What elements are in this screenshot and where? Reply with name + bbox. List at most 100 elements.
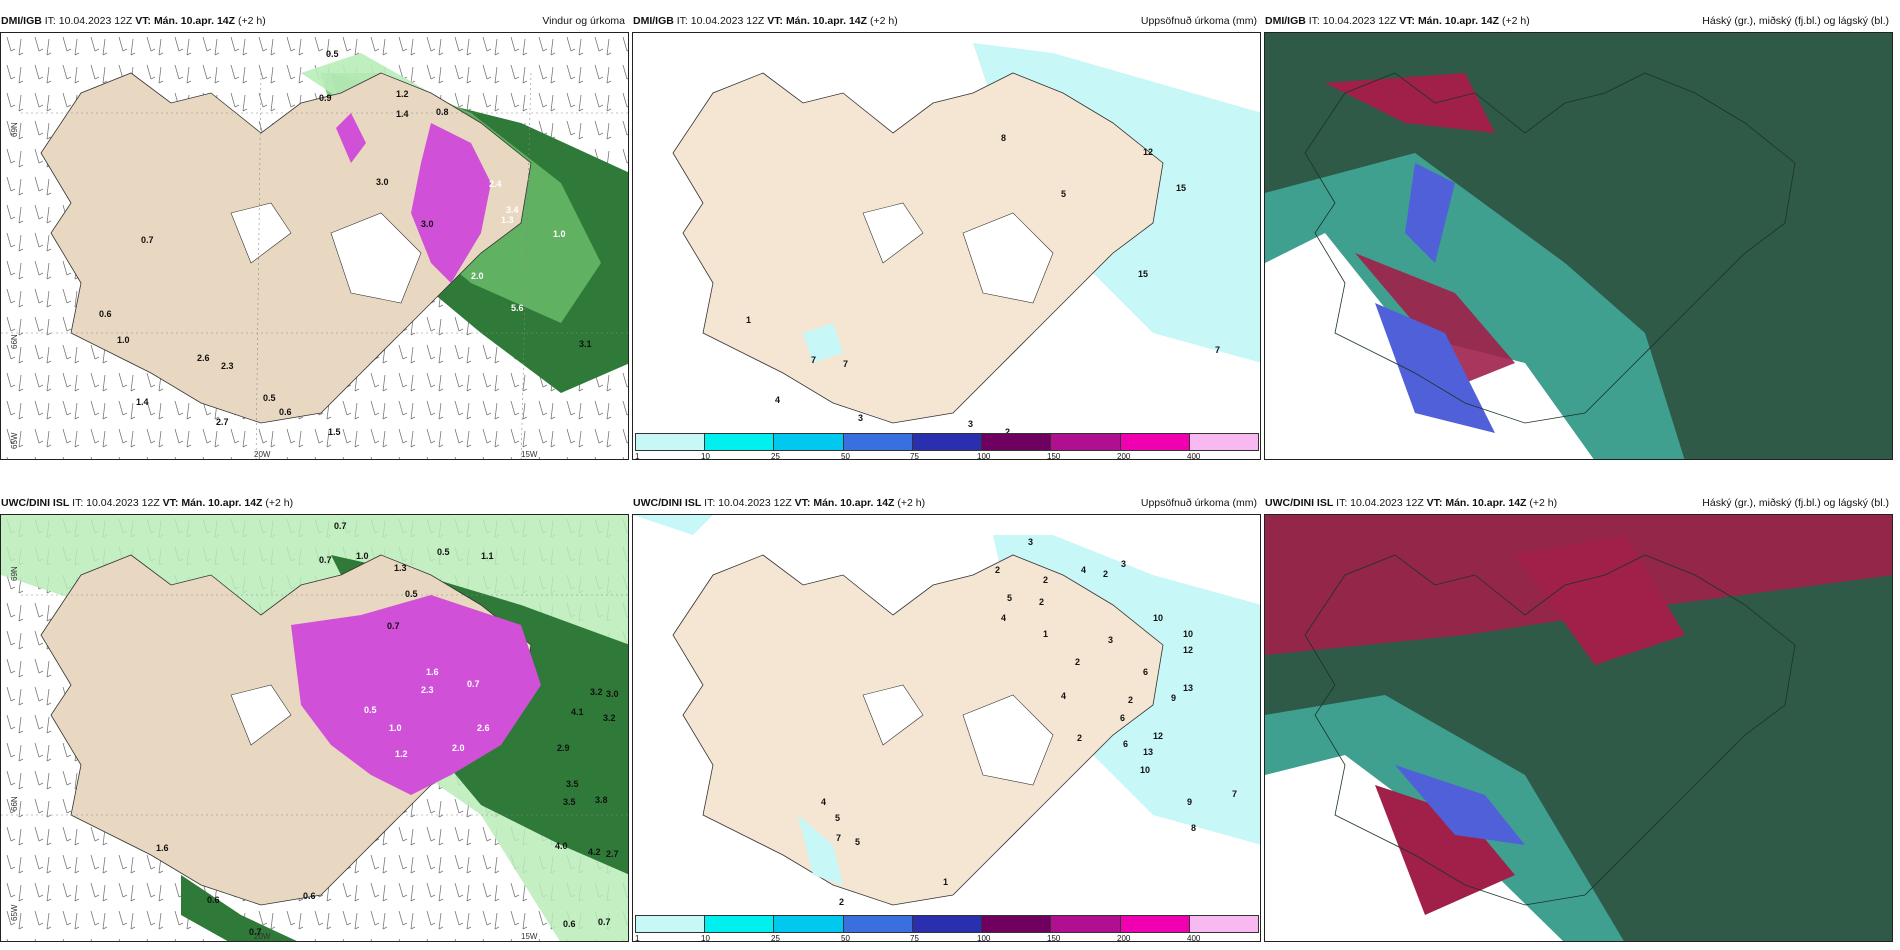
legend-tick: 1 bbox=[635, 452, 640, 460]
iceland-land bbox=[672, 554, 1164, 906]
valid-label: VT: bbox=[767, 15, 784, 27]
value-label: 2.7 bbox=[216, 417, 229, 427]
cloud-map bbox=[1264, 514, 1893, 942]
lat-label: 66N bbox=[10, 796, 19, 811]
value-label: 2 bbox=[1077, 733, 1082, 743]
lead-time: (+2 h) bbox=[237, 15, 266, 27]
value-label: 1.4 bbox=[136, 397, 149, 407]
legend-tick: 75 bbox=[910, 452, 919, 460]
init-time: IT: 10.04.2023 12Z bbox=[1308, 15, 1397, 27]
lead-time: (+2 h) bbox=[869, 15, 898, 27]
value-label: 15 bbox=[1138, 269, 1148, 279]
value-label: 3.8 bbox=[595, 795, 608, 805]
value-label: 0.7 bbox=[467, 679, 480, 689]
panel-clouds-uwc: UWC/DINI ISL IT: 10.04.2023 12Z VT: Mán.… bbox=[1264, 492, 1893, 942]
value-label: 10 bbox=[1153, 613, 1163, 623]
value-label: 1.6 bbox=[156, 843, 169, 853]
value-label: 0.7 bbox=[319, 555, 332, 565]
precip-shade-south bbox=[798, 815, 843, 885]
value-label: 3.5 bbox=[563, 797, 576, 807]
value-label: 0.9 bbox=[319, 93, 332, 103]
iceland-outline bbox=[1304, 72, 1796, 424]
value-label: 1.0 bbox=[389, 723, 402, 733]
model-name: UWC/DINI ISL bbox=[1265, 497, 1334, 509]
value-label: 0.5 bbox=[263, 393, 276, 403]
value-label: 1.0 bbox=[356, 551, 369, 561]
value-label: 0.5 bbox=[364, 705, 377, 715]
value-label: 2.6 bbox=[197, 353, 210, 363]
legend-swatch bbox=[1120, 434, 1190, 450]
lat-label: 66N bbox=[10, 334, 19, 349]
value-label: 6 bbox=[1143, 667, 1148, 677]
value-label: 12 bbox=[1143, 147, 1153, 157]
glacier-vatna bbox=[330, 212, 422, 304]
value-label: 13 bbox=[1143, 747, 1153, 757]
value-label: 5.6 bbox=[511, 303, 524, 313]
legend-tick: 100 bbox=[977, 934, 991, 942]
precip-heavy-west bbox=[336, 113, 366, 163]
legend-tick: 150 bbox=[1047, 452, 1061, 460]
model-name: UWC/DINI ISL bbox=[633, 497, 702, 509]
value-label: 9 bbox=[1187, 797, 1192, 807]
value-label: 2.3 bbox=[221, 361, 234, 371]
value-label: 7 bbox=[836, 833, 841, 843]
init-time: IT: 10.04.2023 12Z bbox=[1336, 497, 1424, 509]
value-label: 0.5 bbox=[437, 547, 450, 557]
panel-clouds-dmi: DMI/IGB IT: 10.04.2023 12Z VT: Mán. 10.a… bbox=[1264, 10, 1893, 460]
value-label: 0.7 bbox=[598, 917, 611, 927]
value-label: 13 bbox=[1183, 683, 1193, 693]
valid-label: VT: bbox=[162, 497, 179, 509]
value-label: 2.9 bbox=[557, 743, 570, 753]
legend-tick: 200 bbox=[1117, 934, 1131, 942]
value-label: 4.1 bbox=[571, 707, 584, 717]
panel-title: Háský (gr.), miðský (fj.bl.) og lágský (… bbox=[1702, 15, 1889, 27]
iceland-outline bbox=[1304, 554, 1796, 906]
value-label: 3.0 bbox=[606, 689, 619, 699]
precip-south bbox=[181, 875, 297, 941]
accum-precip-map: 8 12 5 15 15 1 7 7 4 3 3 2 7 1 10 bbox=[632, 32, 1261, 460]
valid-time: Mán. 10.apr. 14Z bbox=[1445, 497, 1527, 509]
panel-header: DMI/IGB IT: 10.04.2023 12Z VT: Mán. 10.a… bbox=[1264, 10, 1893, 32]
lon-label: 15W bbox=[521, 450, 538, 459]
mid-cloud-west bbox=[1405, 163, 1455, 263]
value-label: 4 bbox=[1061, 691, 1066, 701]
value-label: 2 bbox=[1103, 569, 1108, 579]
legend-swatch bbox=[1189, 916, 1258, 932]
value-label: 4.2 bbox=[588, 847, 601, 857]
valid-time: Mán. 10.apr. 14Z bbox=[1417, 15, 1500, 27]
panel-accum-precip-dmi: DMI/IGB IT: 10.04.2023 12Z VT: Mán. 10.a… bbox=[632, 10, 1261, 460]
glacier bbox=[862, 202, 924, 264]
value-label: 2 bbox=[1075, 657, 1080, 667]
lat-label: 69N bbox=[10, 566, 19, 581]
value-label: 12 bbox=[1183, 645, 1193, 655]
accum-precip-map: 3 2 2 4 2 3 5 4 2 10 10 12 13 6 6 9 4 2 … bbox=[632, 514, 1261, 942]
value-label: 1.1 bbox=[481, 551, 494, 561]
value-label: 1 bbox=[746, 315, 751, 325]
legend-tick: 10 bbox=[701, 452, 710, 460]
value-label: 4.0 bbox=[555, 841, 568, 851]
panel-wind-precip-uwc: UWC/DINI ISL IT: 10.04.2023 12Z VT: Mán.… bbox=[0, 492, 629, 942]
legend-swatch bbox=[1189, 434, 1258, 450]
value-label: 3.2 bbox=[603, 713, 616, 723]
value-label: 10 bbox=[1140, 765, 1150, 775]
panel-title: Vindur og úrkoma bbox=[542, 15, 625, 27]
legend-swatch bbox=[774, 916, 844, 932]
value-label: 2 bbox=[1005, 427, 1010, 437]
wind-precip-map: 69N 66N 65W 20W 15W 0.7 1.0 0.7 0.5 1.1 … bbox=[0, 514, 629, 942]
legend-tick: 75 bbox=[910, 934, 919, 942]
lat-label: 65W bbox=[10, 432, 19, 449]
value-label: 2 bbox=[1128, 695, 1133, 705]
value-label: 0.5 bbox=[326, 49, 339, 59]
model-name: DMI/IGB bbox=[1265, 15, 1306, 27]
glacier bbox=[230, 202, 292, 264]
value-label: 0.6 bbox=[207, 895, 220, 905]
panel-header: DMI/IGB IT: 10.04.2023 12Z VT: Mán. 10.a… bbox=[0, 10, 629, 32]
panel-title: Uppsöfnuð úrkoma (mm) bbox=[1140, 15, 1257, 27]
value-label: 2.3 bbox=[421, 685, 434, 695]
valid-label: VT: bbox=[135, 15, 152, 27]
value-label: 8 bbox=[1191, 823, 1196, 833]
model-name: UWC/DINI ISL bbox=[1, 497, 70, 509]
precip-heavy bbox=[291, 595, 541, 795]
legend-swatch bbox=[636, 916, 706, 932]
value-label: 3.0 bbox=[376, 177, 389, 187]
